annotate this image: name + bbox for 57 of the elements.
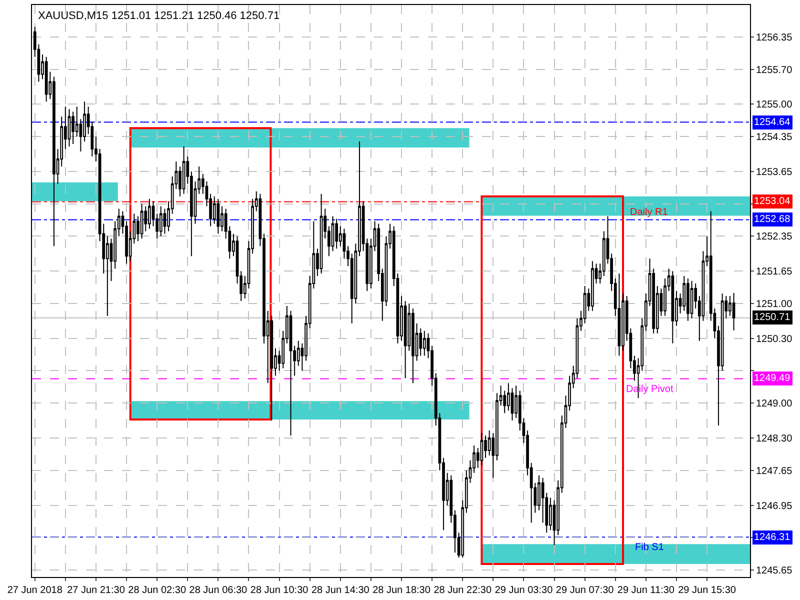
x-tick-label: 28 Jun 18:30	[372, 585, 431, 596]
candlestick	[68, 108, 71, 148]
candlestick	[732, 292, 736, 331]
x-tick-label: 29 Jun 03:30	[494, 585, 554, 596]
y-tick-label: 1246.95	[756, 500, 793, 512]
x-tick-label: 27 Jun 21:30	[67, 585, 126, 596]
x-tick-label: 28 Jun 10:30	[250, 585, 309, 596]
y-tick-label: 1248.30	[756, 433, 793, 444]
ref-line-label: 1250.71	[754, 312, 791, 323]
candlestick	[404, 300, 407, 379]
candlestick	[591, 260, 594, 312]
x-tick-label: 28 Jun 02:30	[128, 585, 186, 596]
ref-line-label: 1246.31	[754, 532, 791, 543]
chart-title: XAUUSD,M15 1251.01 1251.21 1250.46 1250.71	[38, 10, 280, 22]
y-tick-label: 1253.65	[756, 166, 793, 178]
candlestick	[140, 203, 144, 240]
x-tick-label: 28 Jun 14:30	[311, 585, 370, 596]
candlestick	[671, 270, 674, 344]
candlestick	[686, 278, 690, 322]
x-tick-label: 27 Jun 2018	[7, 585, 63, 596]
annotation: Daily R1	[630, 207, 668, 218]
candlestick	[182, 146, 186, 194]
ref-line-label: 1254.64	[754, 117, 791, 128]
candlestick	[148, 198, 151, 230]
y-tick-label: 1255.00	[756, 100, 793, 111]
y-tick-label: 1249.00	[756, 398, 793, 410]
x-tick-label: 29 Jun 07:30	[556, 585, 614, 596]
candlestick	[618, 273, 621, 356]
candlestick	[335, 218, 338, 250]
y-tick-label: 1252.35	[756, 232, 793, 243]
y-tick-label: 1247.65	[756, 466, 793, 477]
candlestick	[480, 432, 484, 466]
y-tick-label: 1251.00	[756, 298, 793, 310]
candlestick	[289, 310, 292, 436]
candlestick	[52, 76, 56, 247]
candlestick	[44, 56, 48, 102]
candlestick	[422, 330, 426, 356]
y-tick-label: 1254.35	[756, 132, 793, 144]
y-tick-label: 1256.35	[756, 32, 793, 44]
candlestick	[320, 193, 323, 274]
candlestick	[216, 198, 220, 234]
candlestick	[331, 216, 334, 252]
ref-line-label: 1253.04	[754, 196, 791, 207]
x-tick-label: 28 Jun 22:30	[434, 585, 492, 596]
y-tick-label: 1250.30	[756, 334, 793, 345]
y-tick-label: 1255.70	[756, 64, 793, 76]
x-tick-label: 28 Jun 06:30	[189, 585, 248, 596]
y-tick-label: 1245.65	[756, 566, 793, 577]
candlestick	[270, 315, 274, 422]
candlestick	[690, 280, 694, 319]
y-tick-label: 1251.65	[756, 266, 793, 278]
x-tick-label: 29 Jun 11:30	[617, 585, 675, 596]
x-tick-label: 29 Jun 15:30	[678, 585, 736, 596]
candlestick	[159, 206, 162, 237]
ref-line-label: 1252.68	[754, 214, 791, 225]
candlestick	[412, 308, 414, 384]
ref-line-label: 1249.49	[754, 373, 791, 384]
